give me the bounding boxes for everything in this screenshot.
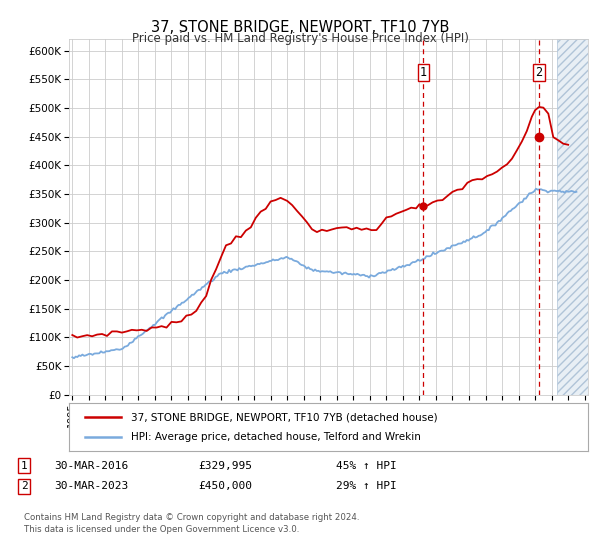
Text: 1: 1	[420, 66, 427, 79]
Text: 2: 2	[536, 66, 542, 79]
Text: 45% ↑ HPI: 45% ↑ HPI	[336, 461, 397, 471]
Text: 1: 1	[20, 461, 28, 471]
Text: 37, STONE BRIDGE, NEWPORT, TF10 7YB: 37, STONE BRIDGE, NEWPORT, TF10 7YB	[151, 20, 449, 35]
Text: 2: 2	[20, 481, 28, 491]
Text: 37, STONE BRIDGE, NEWPORT, TF10 7YB (detached house): 37, STONE BRIDGE, NEWPORT, TF10 7YB (det…	[131, 413, 438, 422]
Text: Contains HM Land Registry data © Crown copyright and database right 2024.: Contains HM Land Registry data © Crown c…	[24, 513, 359, 522]
Text: This data is licensed under the Open Government Licence v3.0.: This data is licensed under the Open Gov…	[24, 525, 299, 534]
Text: £329,995: £329,995	[198, 461, 252, 471]
Text: £450,000: £450,000	[198, 481, 252, 491]
Text: HPI: Average price, detached house, Telford and Wrekin: HPI: Average price, detached house, Telf…	[131, 432, 421, 442]
Bar	[557, 39, 600, 395]
Text: 29% ↑ HPI: 29% ↑ HPI	[336, 481, 397, 491]
Text: Price paid vs. HM Land Registry's House Price Index (HPI): Price paid vs. HM Land Registry's House …	[131, 32, 469, 45]
Text: 30-MAR-2016: 30-MAR-2016	[54, 461, 128, 471]
Text: 30-MAR-2023: 30-MAR-2023	[54, 481, 128, 491]
